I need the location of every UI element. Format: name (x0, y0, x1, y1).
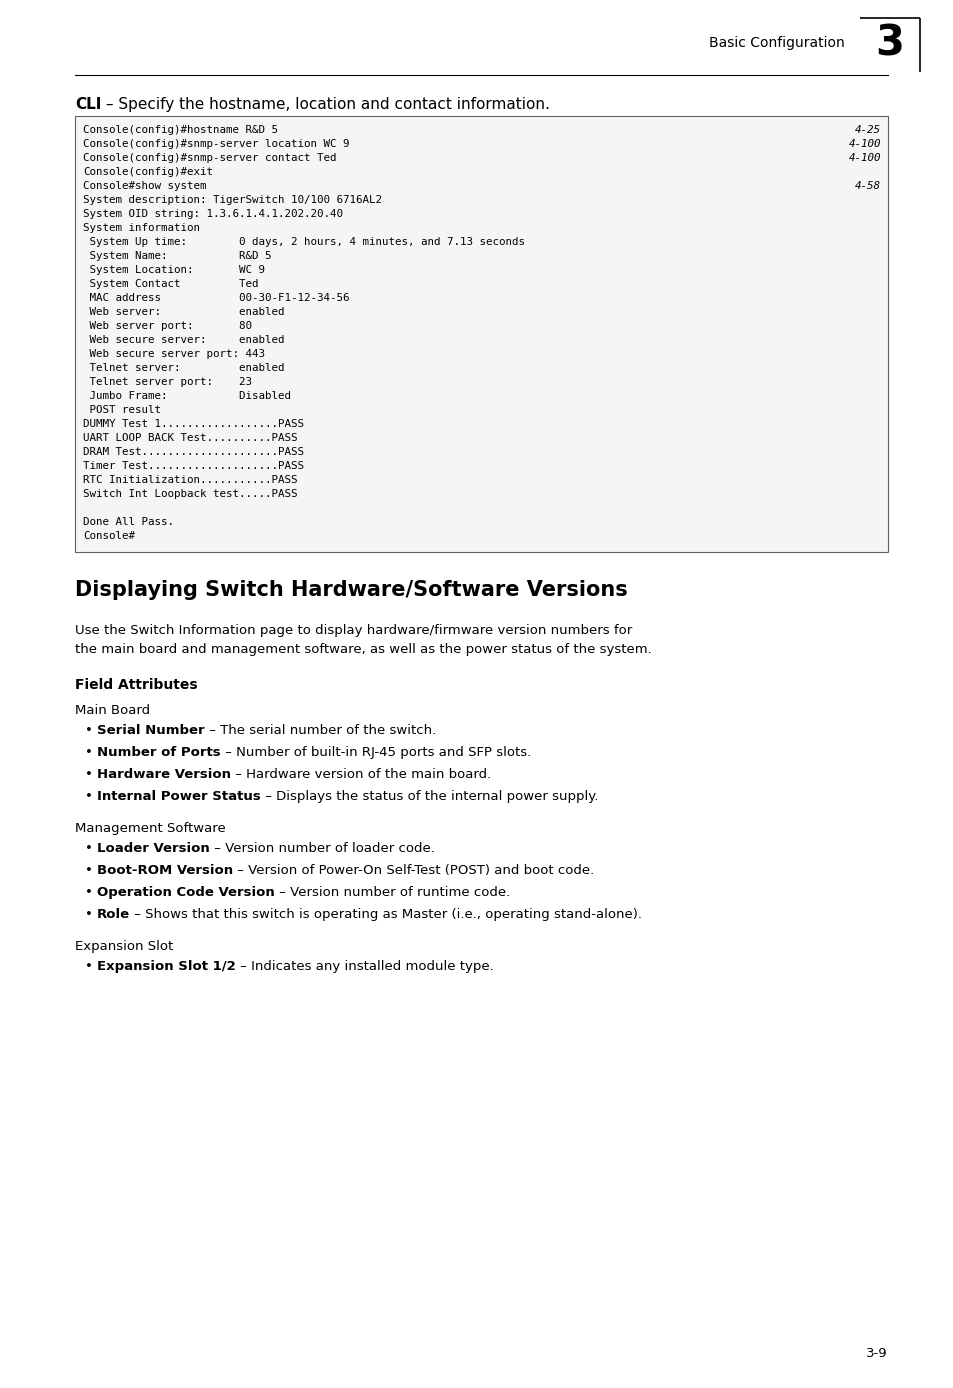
Text: RTC Initialization...........PASS: RTC Initialization...........PASS (83, 475, 297, 484)
Text: Operation Code Version: Operation Code Version (97, 886, 274, 899)
Text: Internal Power Status: Internal Power Status (97, 790, 260, 804)
Text: •: • (85, 863, 92, 877)
Text: •: • (85, 843, 92, 855)
Text: Management Software: Management Software (75, 822, 226, 836)
Text: 3-9: 3-9 (865, 1346, 887, 1360)
Text: •: • (85, 908, 92, 922)
Text: Hardware Version: Hardware Version (97, 768, 231, 781)
Text: DRAM Test.....................PASS: DRAM Test.....................PASS (83, 447, 304, 457)
Text: System Up time:        0 days, 2 hours, 4 minutes, and 7.13 seconds: System Up time: 0 days, 2 hours, 4 minut… (83, 237, 524, 247)
Text: POST result: POST result (83, 405, 161, 415)
Text: Console#show system: Console#show system (83, 180, 206, 192)
Text: DUMMY Test 1..................PASS: DUMMY Test 1..................PASS (83, 419, 304, 429)
Text: – The serial number of the switch.: – The serial number of the switch. (204, 725, 436, 737)
Text: Done All Pass.: Done All Pass. (83, 516, 173, 527)
Text: •: • (85, 790, 92, 804)
Text: Displaying Switch Hardware/Software Versions: Displaying Switch Hardware/Software Vers… (75, 580, 627, 600)
Text: Role: Role (97, 908, 130, 922)
Text: – Version number of runtime code.: – Version number of runtime code. (274, 886, 510, 899)
Text: – Version number of loader code.: – Version number of loader code. (210, 843, 435, 855)
Text: System Name:           R&D 5: System Name: R&D 5 (83, 251, 272, 261)
Text: Web server:            enabled: Web server: enabled (83, 307, 284, 316)
Text: Switch Int Loopback test.....PASS: Switch Int Loopback test.....PASS (83, 489, 297, 500)
Text: – Displays the status of the internal power supply.: – Displays the status of the internal po… (260, 790, 598, 804)
Text: UART LOOP BACK Test..........PASS: UART LOOP BACK Test..........PASS (83, 433, 297, 443)
Text: 4-58: 4-58 (854, 180, 880, 192)
Text: Console(config)#snmp-server contact Ted: Console(config)#snmp-server contact Ted (83, 153, 336, 162)
Text: Console(config)#hostname R&D 5: Console(config)#hostname R&D 5 (83, 125, 277, 135)
Text: Telnet server port:    23: Telnet server port: 23 (83, 378, 252, 387)
Text: the main board and management software, as well as the power status of the syste: the main board and management software, … (75, 643, 651, 657)
Text: Main Board: Main Board (75, 704, 150, 718)
Text: Expansion Slot: Expansion Slot (75, 940, 173, 954)
Text: 4-25: 4-25 (854, 125, 880, 135)
Bar (75, 117, 887, 552)
Text: Use the Switch Information page to display hardware/firmware version numbers for: Use the Switch Information page to displ… (75, 625, 632, 637)
Text: Expansion Slot 1/2: Expansion Slot 1/2 (97, 960, 235, 973)
Text: System OID string: 1.3.6.1.4.1.202.20.40: System OID string: 1.3.6.1.4.1.202.20.40 (83, 210, 343, 219)
Text: Web secure server port: 443: Web secure server port: 443 (83, 348, 265, 359)
Text: Console(config)#snmp-server location WC 9: Console(config)#snmp-server location WC … (83, 139, 349, 149)
Text: System information: System information (83, 223, 200, 233)
Text: 3: 3 (875, 22, 903, 64)
Text: Console#: Console# (83, 532, 135, 541)
Text: System description: TigerSwitch 10/100 6716AL2: System description: TigerSwitch 10/100 6… (83, 194, 381, 205)
Text: Basic Configuration: Basic Configuration (708, 36, 844, 50)
Text: •: • (85, 745, 92, 759)
Text: Timer Test....................PASS: Timer Test....................PASS (83, 461, 304, 471)
Text: Web server port:       80: Web server port: 80 (83, 321, 252, 330)
Text: – Hardware version of the main board.: – Hardware version of the main board. (231, 768, 491, 781)
Text: – Number of built-in RJ-45 ports and SFP slots.: – Number of built-in RJ-45 ports and SFP… (220, 745, 530, 759)
Text: •: • (85, 768, 92, 781)
Text: Serial Number: Serial Number (97, 725, 204, 737)
Text: 4-100: 4-100 (847, 139, 880, 149)
Text: Loader Version: Loader Version (97, 843, 210, 855)
Text: – Shows that this switch is operating as Master (i.e., operating stand-alone).: – Shows that this switch is operating as… (130, 908, 641, 922)
Text: Console(config)#exit: Console(config)#exit (83, 167, 213, 178)
Text: – Version of Power-On Self-Test (POST) and boot code.: – Version of Power-On Self-Test (POST) a… (233, 863, 594, 877)
Text: Jumbo Frame:           Disabled: Jumbo Frame: Disabled (83, 391, 291, 401)
Text: System Location:       WC 9: System Location: WC 9 (83, 265, 265, 275)
Text: CLI: CLI (75, 97, 101, 112)
Text: Telnet server:         enabled: Telnet server: enabled (83, 364, 284, 373)
Text: – Indicates any installed module type.: – Indicates any installed module type. (235, 960, 493, 973)
Text: Field Attributes: Field Attributes (75, 677, 197, 693)
Text: – Specify the hostname, location and contact information.: – Specify the hostname, location and con… (101, 97, 549, 112)
Text: MAC address            00-30-F1-12-34-56: MAC address 00-30-F1-12-34-56 (83, 293, 349, 303)
Text: Web secure server:     enabled: Web secure server: enabled (83, 335, 284, 346)
Text: System Contact         Ted: System Contact Ted (83, 279, 258, 289)
Text: Number of Ports: Number of Ports (97, 745, 220, 759)
Text: •: • (85, 960, 92, 973)
Text: •: • (85, 725, 92, 737)
Text: Boot-ROM Version: Boot-ROM Version (97, 863, 233, 877)
Text: 4-100: 4-100 (847, 153, 880, 162)
Text: •: • (85, 886, 92, 899)
